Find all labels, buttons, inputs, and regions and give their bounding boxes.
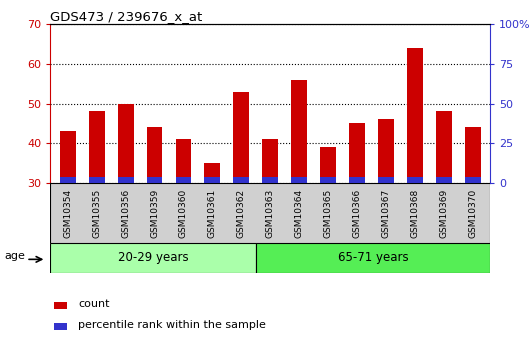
Text: GSM10356: GSM10356 xyxy=(121,189,130,238)
Bar xyxy=(175,177,191,183)
Bar xyxy=(175,139,191,183)
Text: GSM10365: GSM10365 xyxy=(324,189,333,238)
Bar xyxy=(147,177,163,183)
Bar xyxy=(118,177,134,183)
Text: 65-71 years: 65-71 years xyxy=(338,252,408,264)
Bar xyxy=(320,177,336,183)
Text: percentile rank within the sample: percentile rank within the sample xyxy=(78,320,266,330)
Bar xyxy=(50,243,255,273)
Bar xyxy=(54,323,67,330)
Text: GSM10355: GSM10355 xyxy=(92,189,101,238)
Text: GSM10366: GSM10366 xyxy=(352,189,361,238)
Bar xyxy=(349,124,365,183)
Bar xyxy=(147,127,163,183)
Bar xyxy=(233,92,249,183)
Text: GSM10361: GSM10361 xyxy=(208,189,217,238)
Bar xyxy=(292,80,307,183)
Bar xyxy=(262,177,278,183)
Text: GSM10362: GSM10362 xyxy=(237,189,246,238)
Bar xyxy=(292,177,307,183)
Text: GSM10363: GSM10363 xyxy=(266,189,275,238)
Bar xyxy=(205,163,220,183)
Bar xyxy=(378,119,394,183)
Bar xyxy=(436,111,452,183)
Bar xyxy=(54,302,67,309)
Bar xyxy=(60,131,76,183)
Text: GSM10354: GSM10354 xyxy=(63,189,72,238)
Text: GSM10359: GSM10359 xyxy=(150,189,159,238)
Bar xyxy=(60,177,76,183)
Bar xyxy=(378,177,394,183)
Bar xyxy=(233,177,249,183)
Bar xyxy=(89,177,104,183)
Text: GDS473 / 239676_x_at: GDS473 / 239676_x_at xyxy=(50,10,202,23)
Bar xyxy=(320,147,336,183)
Bar xyxy=(407,48,423,183)
Text: GSM10364: GSM10364 xyxy=(295,189,304,238)
Bar xyxy=(465,177,481,183)
Bar xyxy=(349,177,365,183)
Text: age: age xyxy=(4,252,25,262)
Text: GSM10369: GSM10369 xyxy=(439,189,448,238)
Text: count: count xyxy=(78,299,110,309)
Bar xyxy=(407,177,423,183)
Bar xyxy=(89,111,104,183)
Bar xyxy=(465,127,481,183)
Bar xyxy=(436,177,452,183)
Bar xyxy=(50,183,490,243)
Text: GSM10370: GSM10370 xyxy=(469,189,478,238)
Text: GSM10360: GSM10360 xyxy=(179,189,188,238)
Text: GSM10367: GSM10367 xyxy=(382,189,391,238)
Bar xyxy=(255,243,490,273)
Text: 20-29 years: 20-29 years xyxy=(118,252,188,264)
Bar xyxy=(205,177,220,183)
Bar xyxy=(118,104,134,183)
Bar xyxy=(262,139,278,183)
Text: GSM10368: GSM10368 xyxy=(411,189,420,238)
